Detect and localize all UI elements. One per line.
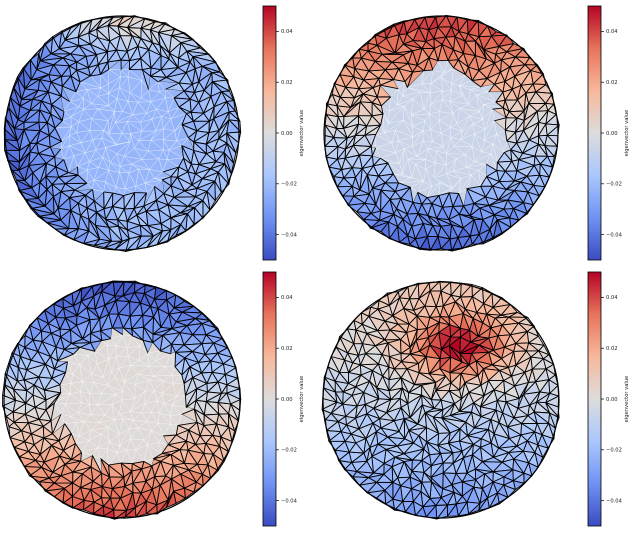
colorbar-tick-label: 0.04 [606, 29, 618, 35]
colorbar-tick-label: −0.02 [606, 448, 622, 454]
mesh-disc [3, 15, 242, 252]
colorbar-tick-label: 0.02 [606, 80, 618, 86]
colorbar-tick-label: −0.04 [606, 498, 623, 504]
panel-top-right: 0.04 0.02 0.00 −0.02 −0.04 eigenvector value [323, 5, 630, 261]
colorbar-tick-label: −0.02 [281, 448, 297, 454]
colorbar-tick-label: −0.02 [606, 182, 622, 188]
colorbar-label: eigenvector value [624, 110, 630, 157]
colorbar-gradient [587, 5, 602, 261]
colorbar-tick-label: 0.02 [606, 346, 618, 352]
colorbar-gradient [262, 5, 277, 261]
colorbar-gradient [262, 271, 277, 527]
colorbar-tick-label: −0.04 [281, 232, 298, 238]
colorbar-tick-label: 0.04 [281, 295, 293, 301]
panel-bottom-right: 0.04 0.02 0.00 −0.02 −0.04 eigenvector value [321, 271, 630, 527]
colorbar-tick-label: 0.04 [606, 295, 618, 301]
colorbar-tick-label: 0.00 [281, 131, 293, 137]
mesh-disc [323, 14, 560, 252]
colorbar-tick-label: −0.04 [281, 498, 298, 504]
colorbar-tick-label: −0.04 [606, 232, 623, 238]
colorbar-label: eigenvector value [624, 376, 630, 423]
mesh-disc [2, 280, 242, 520]
colorbar-label: eigenvector value [299, 376, 305, 423]
colorbar-gradient [587, 271, 602, 527]
colorbar: 0.04 0.02 0.00 −0.02 −0.04 eigenvector value [262, 271, 305, 527]
colorbar: 0.04 0.02 0.00 −0.02 −0.04 eigenvector value [262, 5, 305, 261]
colorbar-tick-label: 0.04 [281, 29, 293, 35]
panel-bottom-left: 0.04 0.02 0.00 −0.02 −0.04 eigenvector value [2, 271, 305, 527]
colorbar-tick-label: 0.02 [281, 346, 293, 352]
colorbar-tick-label: 0.00 [606, 131, 618, 137]
colorbar-tick-label: 0.02 [281, 80, 293, 86]
colorbar: 0.04 0.02 0.00 −0.02 −0.04 eigenvector value [587, 271, 630, 527]
mesh-disc [321, 280, 560, 520]
colorbar-tick-label: −0.02 [281, 182, 297, 188]
colorbar-label: eigenvector value [299, 110, 305, 157]
panel-top-left: 0.04 0.02 0.00 −0.02 −0.04 eigenvector value [3, 5, 305, 261]
colorbar-tick-label: 0.00 [606, 397, 618, 403]
colorbar-tick-label: 0.00 [281, 397, 293, 403]
colorbar: 0.04 0.02 0.00 −0.02 −0.04 eigenvector value [587, 5, 630, 261]
